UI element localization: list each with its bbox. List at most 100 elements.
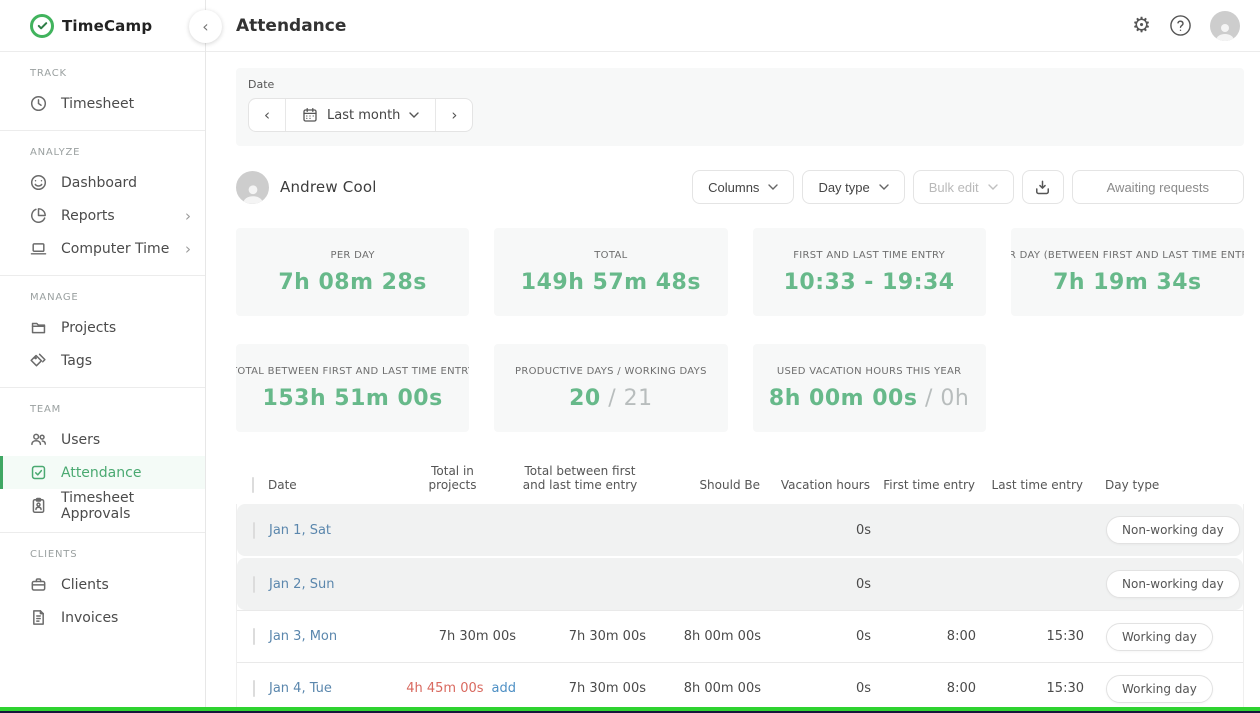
- person-name: Andrew Cool: [280, 178, 377, 196]
- sidebar-section-clients: CLIENTS Clients Invoices: [0, 532, 205, 644]
- bulk-edit-button-label: Bulk edit: [928, 179, 979, 195]
- stats-row-1: PER DAY 7h 08m 28s TOTAL 149h 57m 48s FI…: [236, 228, 1244, 316]
- sidebar-collapse-button[interactable]: ‹: [189, 10, 222, 43]
- chevron-down-icon: [768, 184, 779, 190]
- select-all-checkbox[interactable]: [252, 477, 254, 493]
- date-range-dropdown[interactable]: Last month: [285, 99, 437, 131]
- person-avatar: [236, 170, 269, 204]
- stat-label: TOTAL BETWEEN FIRST AND LAST TIME ENTRY: [236, 365, 470, 377]
- sidebar-item-label: Invoices: [61, 609, 119, 626]
- col-header-total-projects: Total in projects: [428, 464, 477, 492]
- stat-card-total: TOTAL 149h 57m 48s: [494, 228, 728, 316]
- bulk-edit-button[interactable]: Bulk edit: [912, 170, 1014, 204]
- export-button[interactable]: [1021, 170, 1064, 204]
- next-period-button[interactable]: ›: [451, 106, 458, 124]
- stat-label: PER DAY (BETWEEN FIRST AND LAST TIME ENT…: [1010, 249, 1244, 261]
- sidebar-item-attendance[interactable]: Attendance: [0, 456, 205, 489]
- sidebar-section-track: TRACK Timesheet: [0, 52, 205, 130]
- sidebar-item-clients[interactable]: Clients: [0, 568, 205, 601]
- date-range-picker: ‹ Last month ›: [248, 98, 474, 132]
- tag-icon: [30, 352, 47, 369]
- sidebar: TimeCamp TRACK Timesheet ANALYZE Dashboa…: [0, 0, 206, 713]
- sidebar-item-label: Reports: [61, 207, 115, 224]
- stat-card-used-vacation: USED VACATION HOURS THIS YEAR 8h 00m 00s…: [752, 344, 986, 432]
- briefcase-icon: [30, 576, 47, 593]
- sidebar-item-dashboard[interactable]: Dashboard: [0, 166, 205, 199]
- row-checkbox[interactable]: [253, 521, 255, 539]
- cell-total-projects: 7h 30m 00s: [438, 629, 516, 644]
- cell-vacation-hours: 0s: [855, 576, 871, 592]
- laptop-icon: [30, 240, 47, 257]
- col-header-first-time-entry: First time entry: [883, 478, 975, 492]
- cell-vacation-hours: 0s: [855, 522, 871, 538]
- toolbar: Columns Day type Bulk edit: [692, 170, 1244, 204]
- chevron-right-icon: ›: [185, 239, 191, 258]
- user-avatar[interactable]: [1210, 10, 1240, 41]
- clock-icon: [30, 95, 47, 112]
- awaiting-requests-button[interactable]: Awaiting requests: [1071, 170, 1244, 204]
- cell-total-between: 7h 30m 00s: [568, 629, 646, 644]
- sidebar-item-label: Users: [61, 431, 101, 448]
- row-checkbox[interactable]: [253, 680, 255, 697]
- section-label-team: TEAM: [30, 404, 62, 415]
- cell-should-be: 8h 00m 00s: [683, 629, 761, 644]
- col-header-total-between: Total between first and last time entry: [522, 464, 638, 492]
- sidebar-section-team: TEAM Users Attendance Timesheet Approval…: [0, 387, 205, 532]
- logo[interactable]: TimeCamp: [0, 0, 205, 52]
- stat-label: TOTAL: [594, 249, 628, 261]
- chevron-down-icon: [987, 184, 998, 190]
- help-icon[interactable]: [1169, 14, 1192, 37]
- stat-label: PER DAY: [330, 249, 375, 261]
- date-link[interactable]: Jan 2, Sun: [269, 576, 335, 592]
- sidebar-item-timesheet-approvals[interactable]: Timesheet Approvals: [0, 489, 205, 522]
- sidebar-item-projects[interactable]: Projects: [0, 311, 205, 344]
- sidebar-item-label: Dashboard: [61, 174, 137, 191]
- day-type-badge[interactable]: Working day: [1106, 674, 1213, 703]
- sidebar-item-invoices[interactable]: Invoices: [0, 601, 205, 634]
- col-header-last-time-entry: Last time entry: [991, 478, 1083, 492]
- date-link[interactable]: Jan 4, Tue: [269, 681, 332, 696]
- stat-card-first-last-entry: FIRST AND LAST TIME ENTRY 10:33 - 19:34: [752, 228, 986, 316]
- col-header-vacation-hours: Vacation hours: [780, 478, 870, 492]
- attendance-table: Date Total in projects Total between fir…: [236, 458, 1244, 713]
- prev-period-button[interactable]: ‹: [264, 106, 270, 124]
- day-type-badge[interactable]: Non-working day: [1106, 516, 1240, 544]
- sidebar-section-analyze: ANALYZE Dashboard Reports › Computer Tim…: [0, 130, 205, 275]
- day-type-badge[interactable]: Non-working day: [1106, 570, 1240, 598]
- columns-button[interactable]: Columns: [692, 170, 795, 204]
- main-area: Attendance ⚙ Date ‹: [206, 0, 1260, 713]
- sidebar-item-timesheet[interactable]: Timesheet: [0, 87, 205, 120]
- col-header-date: Date: [268, 478, 297, 492]
- row-checkbox[interactable]: [253, 575, 255, 593]
- row-checkbox[interactable]: [253, 628, 255, 645]
- settings-gear-icon[interactable]: ⚙: [1132, 13, 1151, 37]
- cell-total-projects-alert: 4h 45m 00s: [406, 681, 484, 696]
- awaiting-requests-label: Awaiting requests: [1106, 179, 1209, 195]
- stat-value: 10:33 - 19:34: [783, 269, 955, 295]
- sidebar-item-tags[interactable]: Tags: [0, 344, 205, 377]
- add-time-link[interactable]: add: [491, 681, 516, 696]
- sidebar-item-label: Computer Time: [61, 240, 170, 257]
- day-type-button[interactable]: Day type: [802, 170, 905, 204]
- sidebar-item-users[interactable]: Users: [0, 423, 205, 456]
- folder-icon: [30, 319, 47, 336]
- sidebar-item-reports[interactable]: Reports ›: [0, 199, 205, 232]
- users-icon: [30, 431, 47, 448]
- day-type-badge[interactable]: Working day: [1106, 622, 1213, 651]
- sidebar-item-label: Timesheet Approvals: [61, 489, 135, 522]
- cell-vacation-hours: 0s: [855, 681, 871, 696]
- date-link[interactable]: Jan 3, Mon: [269, 629, 338, 644]
- col-header-should-be: Should Be: [699, 478, 760, 492]
- screen-edge-dark-bar: [0, 711, 1260, 713]
- sidebar-item-computer-time[interactable]: Computer Time ›: [0, 232, 205, 265]
- table-row: Jan 1, Sat 0s Non-working day: [237, 504, 1243, 556]
- screen-edge-green-bar: [0, 707, 1260, 711]
- dashboard-icon: [30, 174, 47, 191]
- sidebar-item-label: Clients: [61, 576, 109, 593]
- chevron-down-icon: [879, 184, 889, 190]
- stat-value: 7h 08m 28s: [278, 269, 427, 295]
- cell-total-between: 7h 30m 00s: [568, 681, 646, 696]
- topbar-actions: ⚙: [1132, 10, 1240, 41]
- date-link[interactable]: Jan 1, Sat: [269, 522, 332, 538]
